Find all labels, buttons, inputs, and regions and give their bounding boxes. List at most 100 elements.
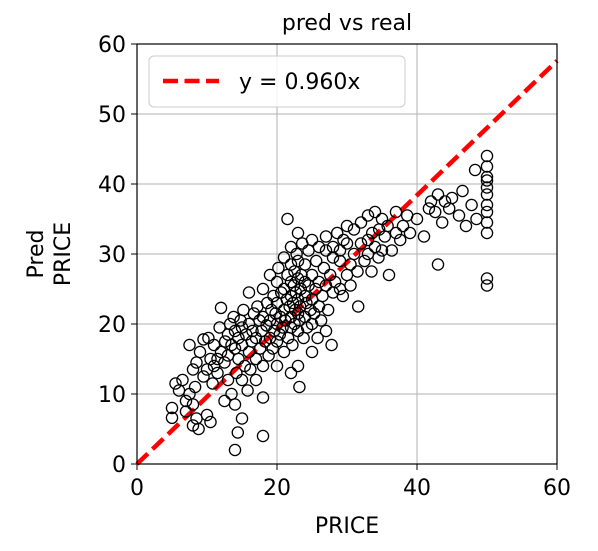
data-point <box>417 230 431 243</box>
data-point <box>197 370 210 383</box>
data-point <box>277 251 291 264</box>
fit-line-layer <box>135 59 559 466</box>
data-point <box>249 352 263 366</box>
data-point <box>267 289 280 303</box>
data-point <box>314 314 328 327</box>
data-point <box>365 265 378 278</box>
data-point <box>337 233 350 247</box>
data-point <box>204 352 217 366</box>
data-point <box>287 279 301 292</box>
data-point <box>372 251 385 264</box>
data-point <box>204 415 217 429</box>
data-point <box>428 205 442 219</box>
data-point <box>231 426 245 439</box>
data-point <box>266 342 280 355</box>
y-tick-label: 0 <box>112 453 126 478</box>
data-point <box>211 366 224 380</box>
data-point <box>186 363 200 376</box>
data-point <box>290 247 303 261</box>
data-point <box>218 335 232 348</box>
y-tick-label: 20 <box>98 313 126 338</box>
data-point <box>480 226 494 240</box>
data-point <box>422 202 436 215</box>
data-point <box>389 205 403 219</box>
data-point <box>293 380 306 394</box>
data-point <box>336 289 350 303</box>
data-point <box>272 261 285 275</box>
data-point <box>298 258 312 271</box>
data-point <box>179 405 193 418</box>
data-point <box>235 412 249 425</box>
data-point <box>193 345 207 359</box>
data-point <box>480 198 494 212</box>
data-point <box>200 408 214 422</box>
data-point <box>227 310 240 324</box>
data-point <box>244 363 257 376</box>
data-point <box>321 303 335 317</box>
data-point <box>480 149 494 163</box>
data-point <box>424 195 438 208</box>
data-point <box>262 349 275 362</box>
data-point <box>276 321 289 334</box>
y-tick-label: 40 <box>98 173 126 198</box>
y-tick-label: 50 <box>98 103 126 128</box>
data-point <box>452 209 466 222</box>
data-point <box>232 352 245 366</box>
data-point <box>344 279 357 292</box>
data-point <box>277 345 291 359</box>
data-point <box>273 328 287 341</box>
data-point <box>188 380 202 394</box>
data-point <box>214 301 228 315</box>
data-point <box>294 282 308 296</box>
data-point <box>340 219 354 233</box>
data-point <box>221 373 235 387</box>
data-point <box>256 359 270 373</box>
data-point <box>480 205 494 219</box>
data-point <box>438 195 452 208</box>
data-point <box>480 279 494 292</box>
data-point <box>291 359 305 373</box>
data-point <box>256 391 270 404</box>
data-point <box>284 258 298 271</box>
data-point <box>218 356 231 369</box>
data-point <box>389 226 403 240</box>
data-point <box>235 373 249 387</box>
data-point <box>361 233 375 247</box>
y-tick-label: 10 <box>98 383 126 408</box>
data-point <box>468 163 482 177</box>
x-axis-label: PRICE <box>315 514 379 539</box>
data-point <box>309 254 323 268</box>
data-point <box>480 216 494 229</box>
data-point <box>368 205 382 219</box>
data-point <box>197 333 210 346</box>
data-point <box>165 401 179 415</box>
data-point <box>183 338 196 352</box>
data-point <box>207 338 221 352</box>
data-point <box>270 359 284 373</box>
data-point <box>445 191 459 205</box>
data-point <box>480 174 494 187</box>
data-point <box>325 338 338 352</box>
data-point <box>317 261 331 275</box>
data-point <box>435 216 449 229</box>
data-point <box>480 272 494 285</box>
y-axis-ticks: 0 10 20 30 40 50 60 <box>98 33 137 478</box>
y-axis-label-line-1: Pred <box>24 230 49 279</box>
data-point <box>305 233 319 247</box>
data-point <box>347 223 361 236</box>
y-tick-label: 60 <box>98 33 126 58</box>
x-tick-label: 40 <box>403 476 431 501</box>
data-point <box>311 331 324 345</box>
data-points <box>165 149 494 457</box>
data-point <box>396 219 410 233</box>
data-point <box>351 265 364 278</box>
fit-line <box>135 59 559 466</box>
data-point <box>186 398 200 411</box>
data-point <box>305 345 319 359</box>
legend-box <box>148 55 406 108</box>
data-point <box>286 338 299 352</box>
data-point <box>284 321 298 334</box>
data-point <box>256 310 270 324</box>
data-point <box>228 398 242 411</box>
data-point <box>260 296 274 310</box>
